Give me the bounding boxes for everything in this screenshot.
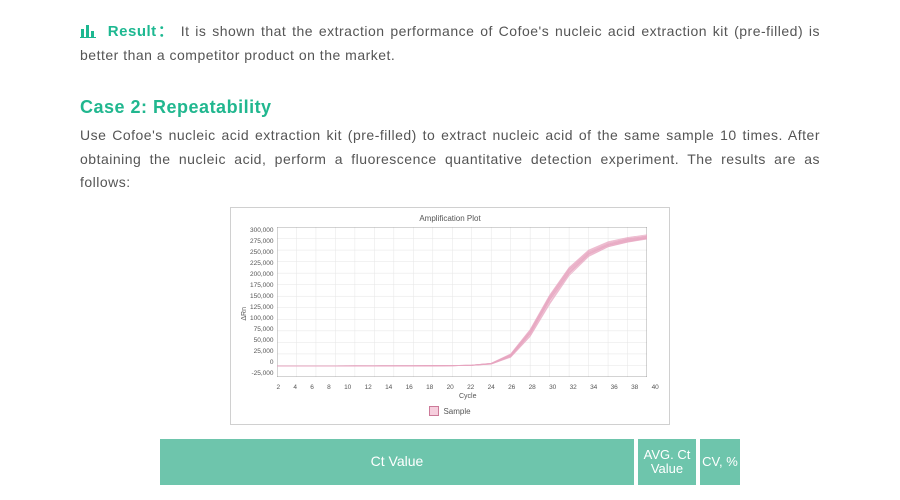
bar-chart-icon	[80, 22, 98, 44]
result-paragraph: Result： It is shown that the extraction …	[80, 20, 820, 67]
result-text: It is shown that the extraction performa…	[80, 23, 820, 63]
legend-label: Sample	[443, 407, 470, 416]
legend-swatch	[429, 406, 439, 416]
chart-xticks: 246810121416182022242628303234363840	[277, 382, 660, 391]
col-cv-percent: CV, %	[700, 439, 740, 485]
col-ct-value: Ct Value	[160, 439, 634, 485]
chart-xlabel: Cycle	[277, 393, 660, 400]
chart-ylabel: ΔRn	[241, 307, 248, 321]
results-table-header: Ct Value AVG. Ct Value CV, %	[160, 439, 740, 485]
amplification-plot-container: Amplification Plot ΔRn 300,000275,000250…	[230, 207, 670, 425]
result-label: Result：	[108, 23, 175, 40]
case2-description: Use Cofoe's nucleic acid extraction kit …	[80, 124, 820, 195]
col-avg-ct: AVG. Ct Value	[638, 439, 696, 485]
chart-title: Amplification Plot	[241, 214, 659, 223]
chart-yticks: 300,000275,000250,000225,000200,000175,0…	[250, 227, 277, 377]
chart-legend: Sample	[241, 406, 659, 416]
case2-title: Case 2: Repeatability	[80, 97, 820, 118]
amplification-plot	[277, 227, 647, 377]
